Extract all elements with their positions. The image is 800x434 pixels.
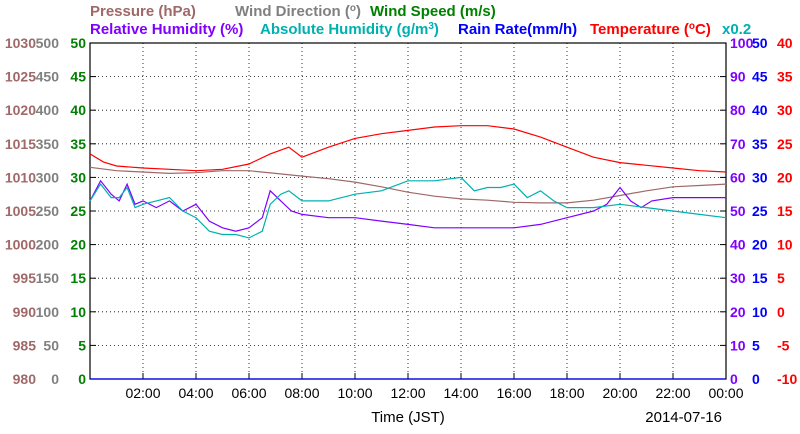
legend-pressure: Pressure (hPa) [90,3,196,20]
y-tick-pressure: 1005 [5,203,36,219]
x-axis: 02:00 04:00 06:00 08:00 10:00 12:00 14:00 16:00… [125,373,744,401]
y-tick-rain-rate: 50 [752,35,768,51]
y-tick-pressure: 990 [13,304,37,320]
x-tick-label: 10:00 [337,385,372,401]
y-tick-wind-speed: 25 [70,203,86,219]
x-tick-label: 06:00 [231,385,266,401]
y-tick-relative-humidity: 30 [730,270,746,286]
y-tick-relative-humidity: 90 [730,69,746,85]
y-tick-wind-direction: 350 [36,136,60,152]
legend-absolute-humidity: Absolute Humidity (g/m3) [260,21,439,38]
legend-wind-direction: Wind Direction (o) [235,3,361,20]
y-tick-relative-humidity: 40 [730,237,746,253]
y-tick-wind-direction: 150 [36,270,60,286]
y-tick-wind-direction: 50 [43,337,59,353]
y-tick-temperature: 15 [777,203,793,219]
y-tick-pressure: 1015 [5,136,36,152]
y-tick-wind-speed: 35 [70,136,86,152]
series-absolute-humidity [89,176,727,239]
y-tick-relative-humidity: 60 [730,169,746,185]
y-tick-wind-speed: 5 [78,337,86,353]
y-tick-wind-direction: 500 [36,35,60,51]
y-tick-rain-rate: 5 [752,337,760,353]
y-tick-pressure: 1000 [5,237,36,253]
y-tick-wind-direction: 200 [36,237,60,253]
x-tick-label: 04:00 [178,385,213,401]
y-tick-temperature: -10 [777,371,797,387]
y-tick-rain-rate: 20 [752,237,768,253]
y-tick-wind-speed: 30 [70,169,86,185]
x-axis-label: Time (JST) [371,409,445,426]
y-axes: 1030102510201015101010051000995990985980… [5,35,798,387]
y-tick-wind-speed: 15 [70,270,86,286]
y-tick-relative-humidity: 10 [730,337,746,353]
y-tick-wind-speed: 40 [70,102,86,118]
x-tick-label: 00:00 [708,385,743,401]
y-tick-wind-speed: 10 [70,304,86,320]
y-tick-relative-humidity: 100 [730,35,754,51]
y-tick-wind-direction: 300 [36,169,60,185]
y-tick-rain-rate: 30 [752,169,768,185]
y-tick-temperature: 30 [777,102,793,118]
y-tick-relative-humidity: 20 [730,304,746,320]
y-tick-rain-rate: 0 [752,371,760,387]
x-tick-label: 12:00 [390,385,425,401]
y-tick-relative-humidity: 80 [730,102,746,118]
y-tick-pressure: 1025 [5,69,36,85]
y-tick-wind-direction: 400 [36,102,60,118]
y-tick-pressure: 980 [13,371,37,387]
y-tick-temperature: 5 [777,270,785,286]
legend-rain-rate: Rain Rate(mm/h) [458,21,577,38]
legend-temperature: Temperature (oC) [590,21,711,38]
y-tick-temperature: 35 [777,69,793,85]
y-tick-pressure: 1010 [5,169,36,185]
x-tick-label: 16:00 [496,385,531,401]
series-temperature [89,125,727,173]
x-tick-label: 08:00 [284,385,319,401]
y-tick-temperature: 25 [777,136,793,152]
y-tick-wind-speed: 50 [70,35,86,51]
x-tick-label: 20:00 [602,385,637,401]
y-tick-temperature: 40 [777,35,793,51]
y-tick-rain-rate: 15 [752,270,768,286]
y-tick-rain-rate: 25 [752,203,768,219]
y-tick-temperature: 0 [777,304,785,320]
y-tick-rain-rate: 40 [752,102,768,118]
y-tick-rain-rate: 35 [752,136,768,152]
chart-date: 2014-07-16 [645,409,722,426]
y-tick-wind-direction: 450 [36,69,60,85]
x-tick-label: 14:00 [443,385,478,401]
y-tick-wind-direction: 0 [51,371,59,387]
x-tick-label: 18:00 [549,385,584,401]
y-tick-wind-speed: 45 [70,69,86,85]
y-tick-pressure: 1030 [5,35,36,51]
x-tick-label: 22:00 [655,385,690,401]
y-tick-wind-speed: 0 [78,371,86,387]
grid [90,43,726,379]
series-pressure [89,166,727,204]
y-tick-temperature: 10 [777,237,793,253]
y-tick-relative-humidity: 0 [730,371,738,387]
y-tick-wind-speed: 20 [70,237,86,253]
y-tick-wind-direction: 250 [36,203,60,219]
y-tick-pressure: 995 [13,270,37,286]
y-tick-temperature: 20 [777,169,793,185]
y-tick-rain-rate: 10 [752,304,768,320]
y-tick-pressure: 1020 [5,102,36,118]
y-tick-temperature: -5 [777,337,790,353]
y-tick-relative-humidity: 50 [730,203,746,219]
legend-relative-humidity: Relative Humidity (%) [90,21,243,38]
y-tick-wind-direction: 100 [36,304,60,320]
y-tick-relative-humidity: 70 [730,136,746,152]
legend-wind-speed: Wind Speed (m/s) [370,3,496,20]
y-tick-rain-rate: 45 [752,69,768,85]
legend-note: x0.2 [722,21,751,38]
series-lines [89,125,727,380]
x-tick-label: 02:00 [125,385,160,401]
y-tick-pressure: 985 [13,337,37,353]
